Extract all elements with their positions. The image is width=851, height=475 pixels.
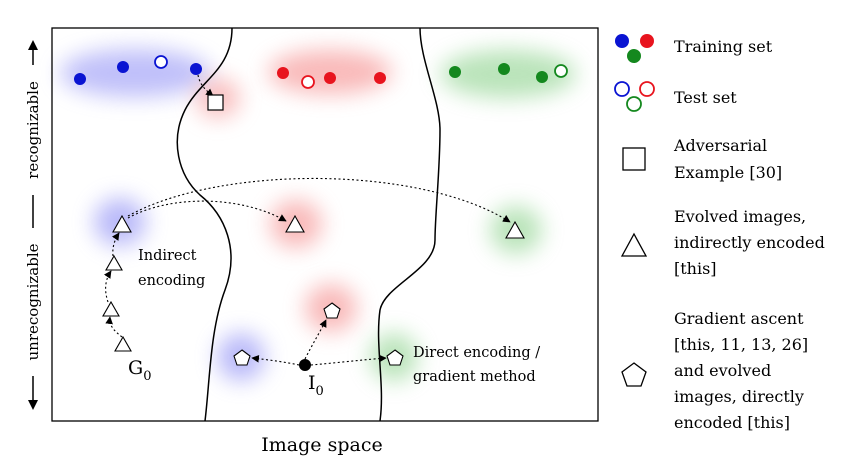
gradient-pentagon [323, 302, 341, 319]
direct-label-line2: gradient method [413, 369, 536, 385]
legend-gradient-line2: [this, 11, 13, 26] [674, 335, 808, 354]
point-cloud [74, 55, 568, 89]
gradient-pentagons [233, 302, 404, 366]
adversarial-example-square [207, 94, 224, 111]
legend-adversarial-line2: Example [30] [674, 163, 782, 182]
training-point-red [324, 72, 336, 84]
legend-training-blue [615, 34, 629, 48]
test-point-blue [154, 55, 168, 69]
legend-test-blue [614, 81, 630, 97]
evolved-triangle [505, 220, 525, 239]
training-point-red [374, 72, 386, 84]
legend-evolved-line3: [this] [674, 259, 717, 278]
legend-adversarial-line1: Adversarial [673, 136, 767, 155]
green-glow-training [440, 50, 576, 98]
legend-test-red [639, 81, 655, 97]
legend-evolved-line2: indirectly encoded [674, 233, 825, 252]
evolved-triangle-g0 [114, 335, 132, 352]
training-point-green [536, 71, 548, 83]
legend-gradient-line1: Gradient ascent [674, 309, 804, 328]
arrow-g0-step1 [105, 316, 123, 338]
legend-evolved-triangle [620, 232, 648, 257]
evolved-triangle [105, 254, 123, 271]
g0-label: G0 [128, 357, 151, 384]
arrow-to-green-evolved [127, 177, 511, 223]
i0-start-point [299, 359, 311, 371]
legend-test-green [626, 96, 642, 112]
gradient-pentagon [233, 349, 251, 366]
training-point-green [449, 66, 461, 78]
evolved-triangles [102, 214, 525, 352]
training-point-blue [74, 73, 86, 85]
indirect-label-line2: encoding [138, 273, 205, 289]
training-point-green [498, 63, 510, 75]
legend-training-red [640, 34, 654, 48]
y-label-recognizable: recognizable [24, 81, 42, 179]
boundary-right [377, 27, 441, 422]
arrow-to-red-evolved [127, 200, 287, 222]
x-label: Image space [261, 434, 382, 456]
test-point-green [554, 64, 568, 78]
evolved-triangle [285, 214, 305, 233]
arrow-i0-to-green [310, 354, 387, 366]
legend-adversarial-square [622, 147, 646, 171]
evolved-triangle [102, 300, 120, 317]
direct-label-line1: Direct encoding / [413, 345, 540, 361]
image-space-frame [51, 27, 599, 422]
legend-gradient-line5: encoded [this] [674, 413, 790, 432]
arrow-layer [103, 74, 511, 366]
gradient-pentagon [386, 349, 404, 366]
training-point-blue [190, 63, 202, 75]
legend-gradient-line3: and evolved [674, 361, 771, 380]
y-axis-arrow-bottom [28, 400, 38, 410]
legend: Training set Test set Adversarial Exampl… [614, 34, 825, 432]
test-point-red [301, 75, 315, 89]
i0-label: I0 [308, 372, 324, 399]
blue-glow-training [60, 49, 210, 97]
y-axis-arrow-top [28, 40, 38, 50]
glow-layer [60, 49, 576, 381]
y-label-unrecognizable: unrecognizable [24, 243, 42, 360]
legend-evolved-line1: Evolved images, [674, 207, 806, 226]
arrow-i0-to-red [304, 319, 327, 360]
arrow-g0-step2 [103, 270, 112, 303]
legend-gradient-line4: images, directly [674, 387, 804, 406]
legend-training-label: Training set [674, 37, 773, 56]
training-point-blue [117, 61, 129, 73]
boundary-left [176, 27, 233, 422]
legend-training-green [627, 49, 641, 63]
indirect-label-line1: Indirect [138, 248, 197, 264]
training-point-red [277, 67, 289, 79]
legend-gradient-pentagon [621, 362, 647, 387]
evolved-triangle [112, 214, 132, 233]
legend-test-label: Test set [674, 88, 737, 107]
